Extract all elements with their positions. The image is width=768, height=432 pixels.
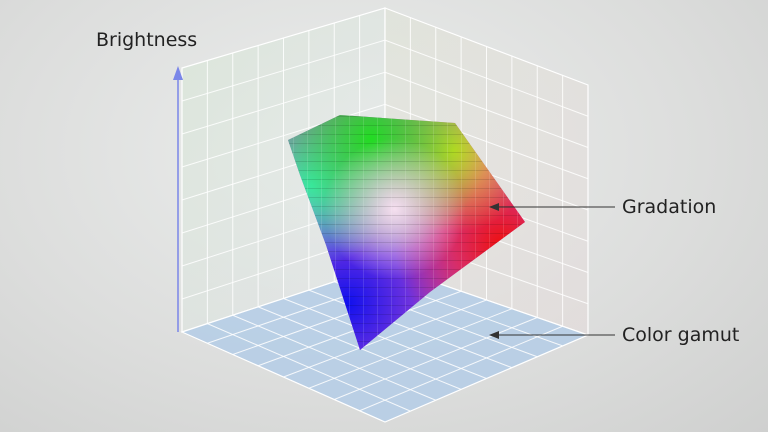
grid-lines [181,15,589,412]
gradation-label: Gradation [622,196,717,218]
grid-line [308,308,513,389]
grid-line [334,317,538,400]
grid-line [359,325,563,412]
grid-line [283,299,487,378]
brightness-label: Brightness [96,29,198,51]
color-gamut-label: Color gamut [622,324,740,346]
color-volume [288,115,525,350]
color-gamut-arrowhead-icon [489,331,499,339]
grid-line [308,289,513,369]
gradation-arrowhead-icon [489,203,499,211]
brightness-arrowhead-icon [173,66,183,80]
